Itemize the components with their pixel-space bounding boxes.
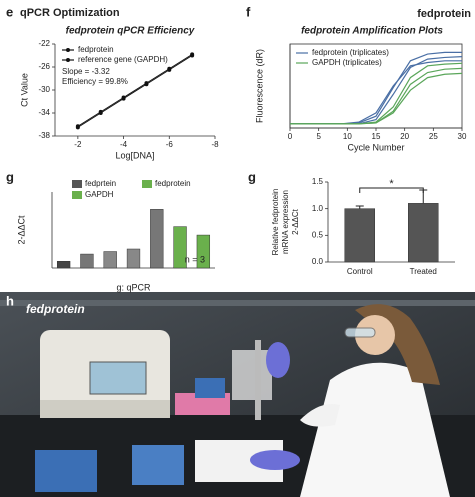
annotation: Slope = -3.32 [62,67,110,76]
x-tick-label: -8 [211,140,219,149]
lab-coat [300,362,450,497]
data-point [190,52,195,57]
bar [196,234,211,269]
x-tick-label: -4 [120,140,128,149]
data-point [121,95,126,100]
tip-box [132,445,184,485]
legend-label: fedprotein [155,179,191,188]
x-tick-label: 25 [429,132,438,141]
pipette [255,340,261,420]
x-axis-label: Log[DNA] [115,150,154,160]
y-axis-label: Ct Value [19,73,29,107]
instrument-base [40,400,170,418]
x-tick-label: 0 [288,132,293,141]
x-axis-label: g: qPCR [116,282,151,292]
significance-bracket [359,187,424,193]
error-bar [355,205,364,209]
y-axis-label: 2-ΔΔCt [16,215,26,245]
tip-box [35,450,97,492]
y-tick-label: 0.0 [312,257,324,266]
bar [173,226,187,269]
bar [56,260,71,269]
x-tick-label: 20 [400,132,409,141]
y-axis-label: 2-ΔΔCt [291,208,300,235]
shelf [0,300,475,306]
y-axis-label: Relative fedprotein [271,189,280,256]
series-line [290,72,463,125]
x-tick-label: 30 [458,132,467,141]
panel-label: e [6,4,13,19]
x-tick-label: 5 [316,132,321,141]
legend-swatch [142,180,152,188]
chart-title: fedprotein qPCR Efficiency [66,26,195,37]
note: n = 3 [185,254,205,264]
pink-rack [175,393,230,415]
panel-label: h [6,293,14,308]
sleeve [300,404,340,427]
legend-marker [66,58,70,62]
legend-swatch [72,180,82,188]
x-tick-label: Control [347,267,373,276]
panel-heading: fedprotein [417,8,471,20]
series-line [290,60,462,125]
legend-label: GAPDH [85,190,114,199]
bar [150,209,164,269]
photo: h fedprotein [0,292,475,497]
instrument-screen [89,361,147,395]
x-tick-label: -6 [166,140,174,149]
x-tick-label: 15 [372,132,381,141]
legend-marker [66,48,70,52]
y-tick-label: -26 [38,62,50,71]
safety-glasses [344,327,376,338]
y-tick-label: -30 [38,85,50,94]
series-line [77,55,193,128]
y-tick-label: -34 [38,108,50,117]
bar [103,251,117,269]
legend-label: GAPDH (triplicates) [312,58,382,67]
x-tick-label: Treated [410,267,437,276]
y-tick-label: -38 [38,131,50,140]
series-line [77,53,193,127]
tube-rack [195,378,225,398]
glove [266,342,290,378]
y-axis-label: Fluorescence (dR) [254,49,264,123]
x-tick-label: 10 [343,132,352,141]
y-axis-label: mRNA expression [281,190,290,254]
bar [344,208,375,263]
x-tick-label: -2 [74,140,82,149]
bar [408,203,439,263]
data-point [167,66,172,71]
legend-swatch [72,191,82,199]
panel-label: f [246,4,251,19]
significance-label: * [389,178,394,190]
y-tick-label: 1.0 [312,204,324,213]
x-axis-label: Cycle Number [347,142,404,152]
y-tick-label: 0.5 [312,230,324,239]
y-tick-label: -22 [38,39,50,48]
glove [250,450,300,470]
data-point [144,81,149,86]
legend-label: fedprotein [78,45,114,54]
panel-label: g [6,169,14,184]
legend-label: fedprtein [85,179,116,188]
legend-label: fedprotein (triplicates) [312,48,389,57]
data-point [98,109,103,114]
data-point [75,124,80,129]
legend-label: reference gene (GAPDH) [78,55,168,64]
series-line [290,62,463,125]
bar [80,253,94,269]
panel-label: g [248,169,256,184]
annotation: Efficiency = 99.8% [62,77,128,86]
photo-caption: fedprotein [26,302,85,316]
pipette-stand [232,350,272,400]
y-tick-label: 1.5 [312,177,324,186]
bar [126,248,141,269]
panel-heading: qPCR Optimization [20,7,120,19]
chart-title: fedprotein Amplification Plots [301,26,443,37]
